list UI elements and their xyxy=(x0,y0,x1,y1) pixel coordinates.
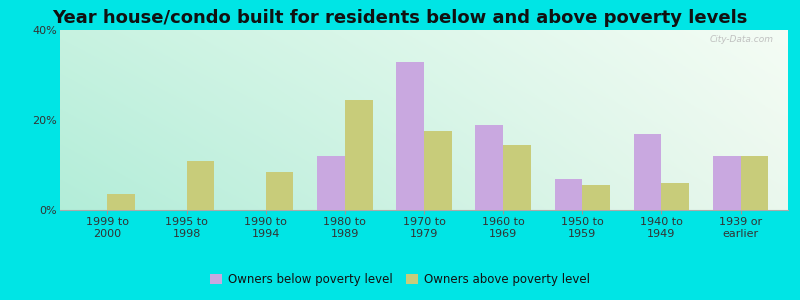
Bar xyxy=(634,134,662,210)
Bar xyxy=(554,178,582,210)
Bar xyxy=(317,156,345,210)
Bar xyxy=(475,124,503,210)
Bar xyxy=(266,172,294,210)
Bar xyxy=(662,183,689,210)
Text: City-Data.com: City-Data.com xyxy=(710,35,774,44)
Bar xyxy=(107,194,135,210)
Bar xyxy=(396,61,424,210)
Bar xyxy=(741,156,768,210)
Bar xyxy=(345,100,373,210)
Bar xyxy=(713,156,741,210)
Legend: Owners below poverty level, Owners above poverty level: Owners below poverty level, Owners above… xyxy=(205,269,595,291)
Bar xyxy=(582,185,610,210)
Bar xyxy=(424,131,452,210)
Text: Year house/condo built for residents below and above poverty levels: Year house/condo built for residents bel… xyxy=(52,9,748,27)
Bar xyxy=(503,145,531,210)
Bar xyxy=(186,160,214,210)
